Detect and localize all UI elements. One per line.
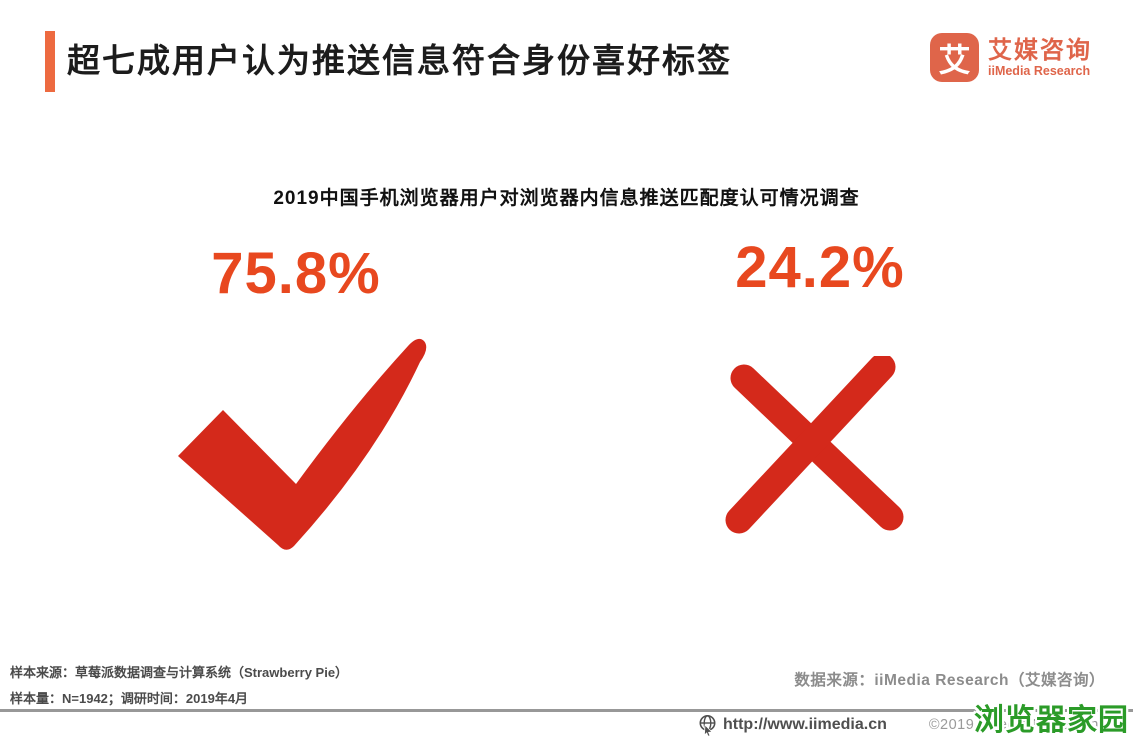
footer-divider	[0, 709, 1133, 712]
logo-text: 艾媒咨询 iiMedia Research	[988, 36, 1092, 78]
cross-icon	[725, 356, 904, 534]
iimedia-logo-icon: 艾	[930, 33, 979, 82]
agree-percentage: 75.8%	[211, 241, 381, 306]
disagree-percentage: 24.2%	[735, 235, 905, 300]
title-accent-bar	[45, 31, 55, 92]
iimedia-logo: 艾 艾媒咨询 iiMedia Research	[930, 33, 1092, 82]
sample-size: 样本量：N=1942；调研时间：2019年4月	[10, 691, 249, 706]
logo-name-cn: 艾媒咨询	[988, 36, 1092, 64]
chart-title: 2019中国手机浏览器用户对浏览器内信息推送匹配度认可情况调查	[273, 188, 860, 209]
data-source: 数据来源：iiMedia Research（艾媒咨询）	[794, 672, 1105, 689]
globe-icon	[699, 714, 716, 736]
logo-glyph: 艾	[938, 41, 971, 78]
footer-url[interactable]: http://www.iimedia.cn	[723, 715, 887, 733]
sample-source: 样本来源：草莓派数据调查与计算系统（Strawberry Pie）	[10, 665, 349, 680]
check-icon	[178, 338, 427, 550]
sample-notes: 样本来源：草莓派数据调查与计算系统（Strawberry Pie） 样本量：N=…	[10, 660, 348, 712]
watermark: 浏览器家园	[974, 704, 1129, 737]
page-title: 超七成用户认为推送信息符合身份喜好标签	[67, 42, 732, 79]
footer-copyright: ©2019 iiMedia Research Inc	[928, 716, 1125, 733]
footer: http://www.iimedia.cn ©2019 iiMedia Rese…	[698, 712, 1124, 737]
logo-name-en: iiMedia Research	[988, 63, 1091, 78]
